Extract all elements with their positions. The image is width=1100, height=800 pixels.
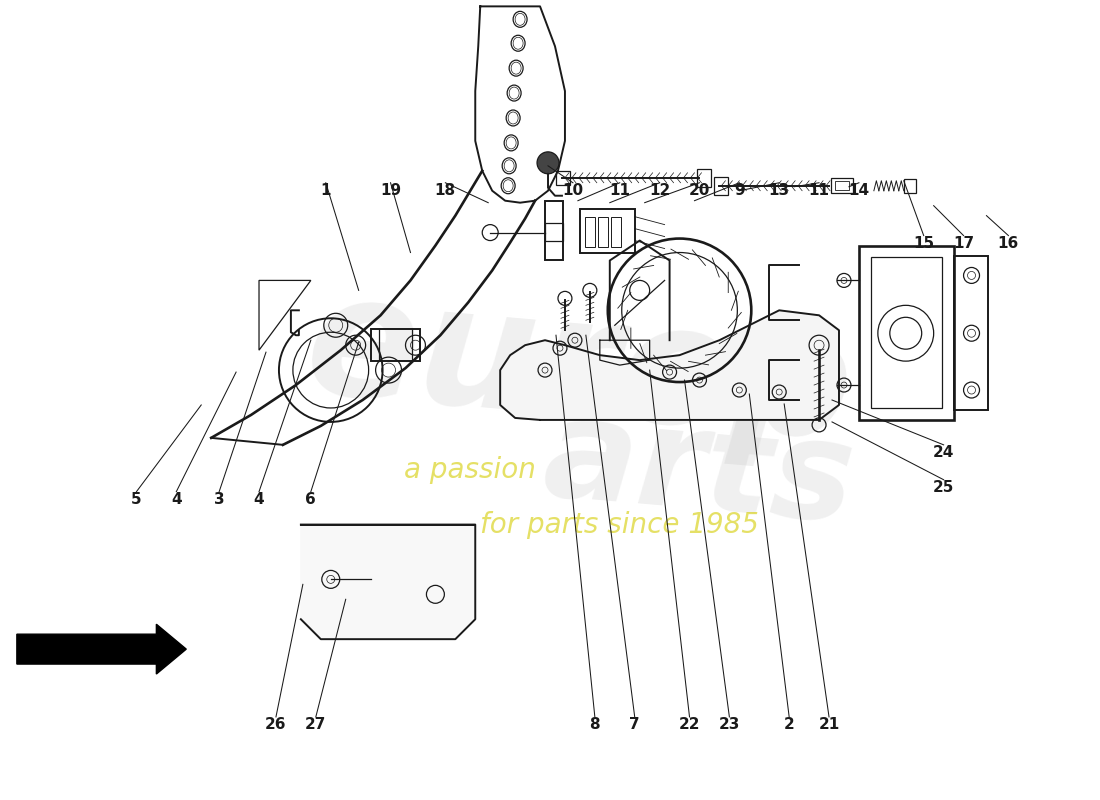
Text: a passion: a passion	[405, 456, 536, 484]
Text: 7: 7	[629, 717, 640, 732]
Text: 9: 9	[734, 182, 745, 198]
Text: 24: 24	[933, 445, 955, 460]
Text: 25: 25	[933, 480, 955, 494]
Bar	[371, 330, 420, 361]
Bar	[871, 258, 942, 408]
Bar	[830, 178, 852, 193]
Polygon shape	[500, 310, 839, 420]
Bar	[904, 178, 915, 193]
Text: 5: 5	[131, 492, 142, 506]
Text: 18: 18	[434, 182, 455, 198]
Text: 21: 21	[818, 717, 839, 732]
Bar	[954, 255, 989, 410]
Circle shape	[537, 152, 559, 174]
Text: 23: 23	[718, 717, 740, 732]
Bar	[859, 246, 954, 420]
Bar	[714, 177, 728, 194]
Bar	[697, 169, 712, 186]
Bar	[585, 217, 595, 246]
Text: 2: 2	[784, 717, 794, 732]
Bar	[544, 222, 563, 241]
Bar	[580, 209, 635, 253]
Text: 12: 12	[649, 182, 670, 198]
Text: europ: europ	[300, 265, 860, 475]
Text: 16: 16	[998, 235, 1019, 250]
Bar	[556, 170, 570, 185]
Polygon shape	[301, 525, 475, 639]
Polygon shape	[16, 624, 186, 674]
Text: 4: 4	[254, 492, 264, 506]
Text: 11: 11	[808, 182, 829, 198]
Bar	[544, 201, 563, 261]
Bar	[835, 181, 849, 190]
Text: 15: 15	[913, 235, 934, 250]
Text: 17: 17	[953, 235, 975, 250]
Text: 22: 22	[679, 717, 701, 732]
Bar	[597, 217, 608, 246]
Text: 26: 26	[265, 717, 287, 732]
Text: 19: 19	[379, 182, 401, 198]
Text: 11: 11	[609, 182, 630, 198]
Text: 13: 13	[769, 182, 790, 198]
Text: 27: 27	[305, 717, 327, 732]
Text: 6: 6	[306, 492, 316, 506]
Text: 14: 14	[848, 182, 869, 198]
Text: for parts since 1985: for parts since 1985	[481, 510, 759, 538]
Text: 20: 20	[689, 182, 711, 198]
Text: 1: 1	[320, 182, 331, 198]
Text: 10: 10	[562, 182, 583, 198]
Text: arts: arts	[539, 389, 860, 550]
Text: 8: 8	[590, 717, 601, 732]
Text: 3: 3	[213, 492, 224, 506]
Text: 4: 4	[170, 492, 182, 506]
Bar	[610, 217, 620, 246]
